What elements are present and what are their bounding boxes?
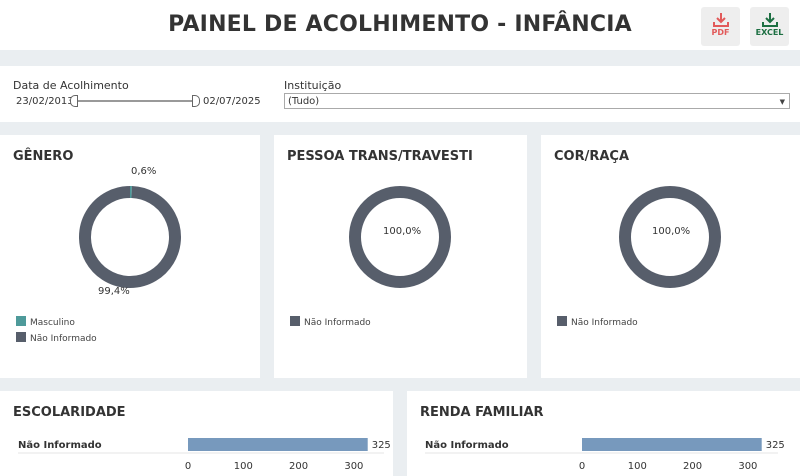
cor-label-nao-informado: 100,0% — [652, 226, 691, 237]
legend-label: Masculino — [30, 318, 75, 328]
genero-label-nao-informado: 99,4% — [98, 286, 130, 297]
x-tick-label: 200 — [683, 461, 702, 472]
donut-slice-1[interactable] — [79, 186, 181, 288]
x-tick-label: 300 — [738, 461, 757, 472]
legend-item[interactable]: Não Informado — [557, 316, 638, 332]
legend-item[interactable]: Não Informado — [16, 332, 97, 348]
category-label: Não Informado — [18, 440, 102, 451]
renda-card: RENDA FAMILIAR Não Informado 325 0 100 200 30… — [407, 391, 800, 476]
x-tick-label: 100 — [628, 461, 647, 472]
x-tick-label: 300 — [344, 461, 363, 472]
cor-title: COR/RAÇA — [554, 149, 630, 164]
date-range-slider-track[interactable] — [71, 100, 198, 102]
pdf-button-label: PDF — [711, 28, 730, 37]
legend-swatch — [16, 316, 26, 326]
date-slider-start-handle[interactable] — [70, 95, 78, 107]
donut-slice-0[interactable] — [619, 186, 721, 288]
download-icon — [712, 13, 729, 27]
legend-label: Não Informado — [304, 318, 371, 328]
date-filter-label: Data de Acolhimento — [13, 79, 129, 92]
trans-donut-chart — [349, 186, 451, 288]
filters-panel: Data de Acolhimento 23/02/2013 02/07/202… — [0, 66, 800, 122]
chevron-down-icon: ▼ — [779, 98, 785, 106]
download-icon — [761, 13, 778, 27]
genero-legend: Masculino Não Informado — [16, 316, 97, 348]
header-bar: PAINEL DE ACOLHIMENTO - INFÂNCIA PDF EXC… — [0, 0, 800, 50]
genero-donut-chart — [79, 186, 181, 288]
date-slider-end-handle[interactable] — [192, 95, 200, 107]
cor-donut-chart — [619, 186, 721, 288]
legend-swatch — [557, 316, 567, 326]
page-title: PAINEL DE ACOLHIMENTO - INFÂNCIA — [168, 12, 632, 37]
x-tick-label: 0 — [185, 461, 191, 472]
excel-export-button[interactable]: EXCEL — [750, 7, 789, 46]
cor-card: COR/RAÇA 100,0% Não Informado — [541, 135, 800, 378]
institution-select[interactable]: (Tudo) ▼ — [284, 93, 790, 109]
date-start-value: 23/02/2013 — [16, 96, 74, 107]
genero-label-masculino: 0,6% — [131, 166, 157, 177]
escolaridade-bar-chart: Não Informado 325 0 100 200 300 — [18, 438, 391, 472]
bar[interactable] — [188, 438, 368, 451]
cor-legend: Não Informado — [557, 316, 638, 332]
renda-bar-chart: Não Informado 325 0 100 200 300 — [425, 438, 785, 472]
legend-swatch — [290, 316, 300, 326]
pdf-export-button[interactable]: PDF — [701, 7, 740, 46]
value-label: 325 — [766, 440, 785, 451]
institution-selected-value: (Tudo) — [288, 96, 320, 107]
escolaridade-title: ESCOLARIDADE — [13, 405, 126, 420]
donut-slice-0[interactable] — [349, 186, 451, 288]
trans-label-nao-informado: 100,0% — [383, 226, 422, 237]
escolaridade-card: ESCOLARIDADE Não Informado 325 0 100 200 300 — [0, 391, 393, 476]
trans-card: PESSOA TRANS/TRAVESTI 100,0% Não Informa… — [274, 135, 527, 378]
bar[interactable] — [582, 438, 762, 451]
value-label: 325 — [372, 440, 391, 451]
institution-filter-label: Instituição — [284, 79, 342, 92]
category-label: Não Informado — [425, 440, 509, 451]
date-end-value: 02/07/2025 — [203, 96, 261, 107]
x-tick-label: 0 — [579, 461, 585, 472]
legend-label: Não Informado — [30, 334, 97, 344]
legend-label: Não Informado — [571, 318, 638, 328]
genero-title: GÊNERO — [13, 149, 74, 164]
trans-title: PESSOA TRANS/TRAVESTI — [287, 149, 473, 164]
x-tick-label: 100 — [234, 461, 253, 472]
excel-button-label: EXCEL — [755, 28, 784, 37]
legend-item[interactable]: Não Informado — [290, 316, 371, 332]
renda-title: RENDA FAMILIAR — [420, 405, 544, 420]
x-tick-label: 200 — [289, 461, 308, 472]
trans-legend: Não Informado — [290, 316, 371, 332]
genero-card: GÊNERO 0,6% 99,4% Masculino Não Informad… — [0, 135, 260, 378]
legend-swatch — [16, 332, 26, 342]
legend-item[interactable]: Masculino — [16, 316, 97, 332]
